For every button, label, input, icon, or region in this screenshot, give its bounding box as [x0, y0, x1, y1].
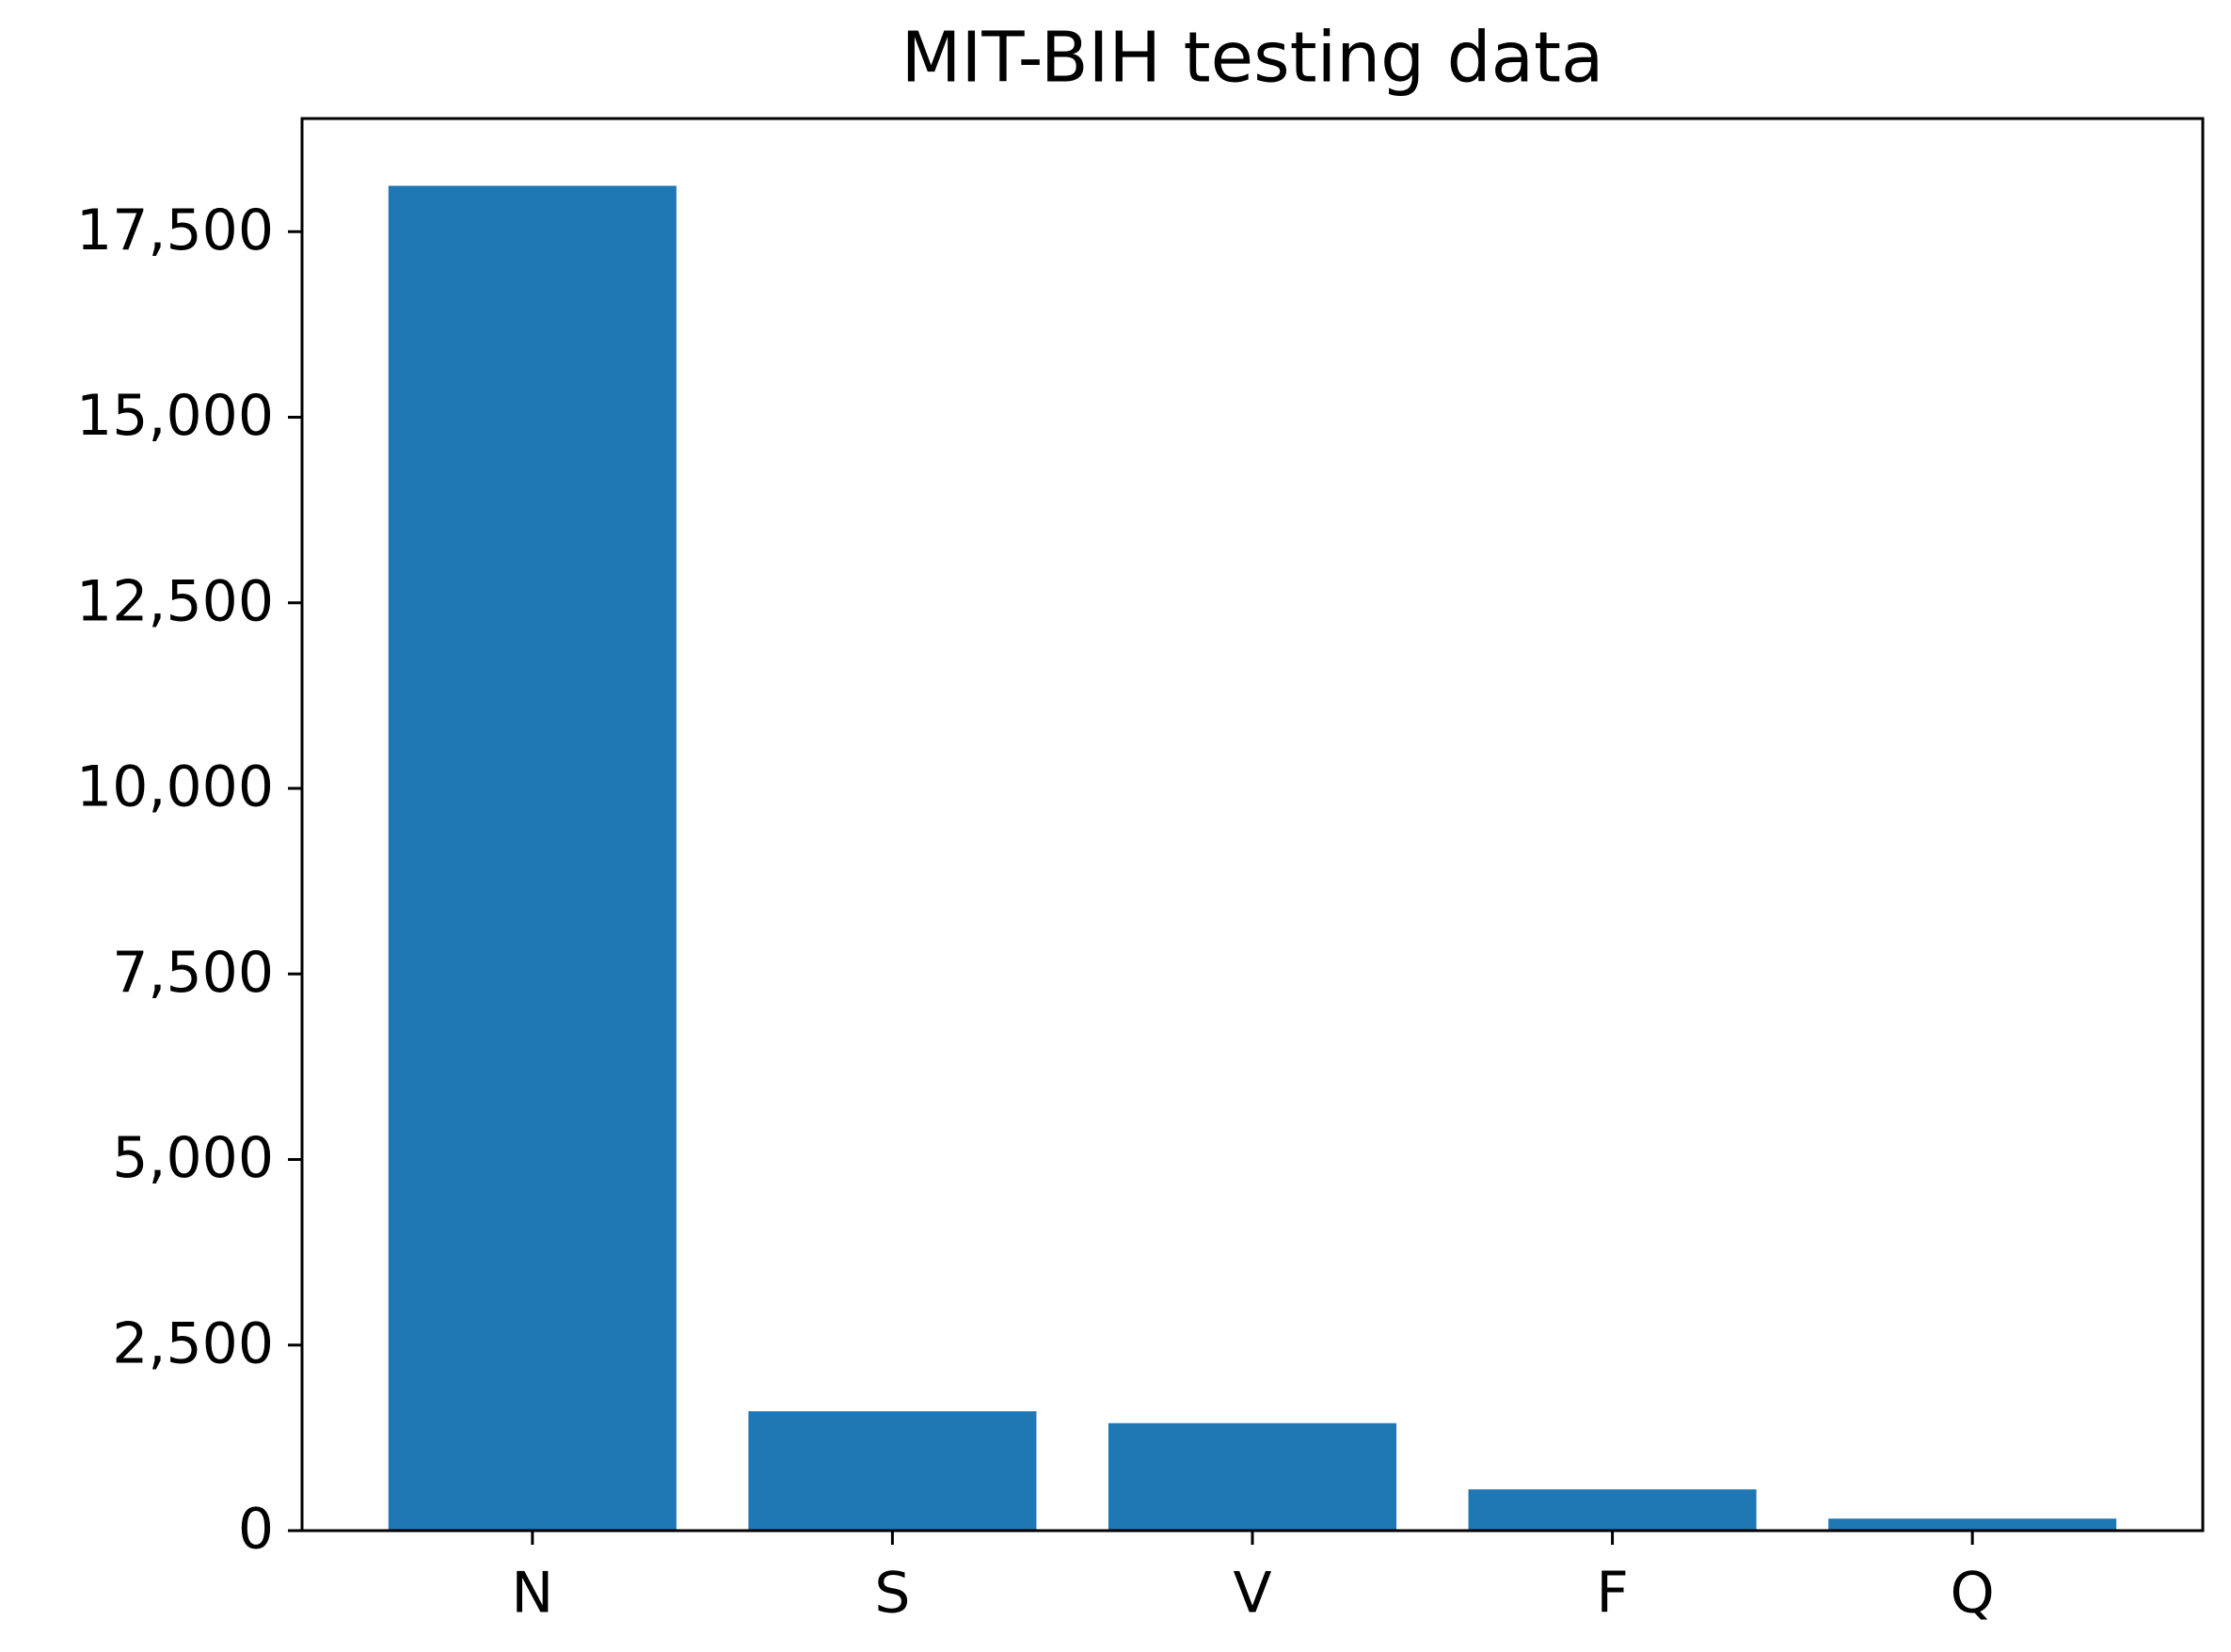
y-tick-label: 17,500 [76, 198, 274, 263]
bar [1108, 1422, 1397, 1531]
chart-title: MIT-BIH testing data [901, 18, 1604, 99]
plot-frame [300, 117, 2205, 1533]
bar [748, 1411, 1037, 1531]
y-tick-label: 12,500 [76, 568, 274, 634]
y-tick-label: 2,500 [112, 1310, 274, 1376]
x-tick-label: Q [1951, 1561, 1995, 1627]
y-tick-label: 5,000 [112, 1125, 274, 1191]
y-tick-label: 10,000 [76, 755, 274, 820]
x-tick-label: F [1596, 1561, 1629, 1627]
x-tick-label: V [1233, 1561, 1271, 1627]
x-tick-label: N [511, 1561, 553, 1627]
y-tick-label: 0 [238, 1497, 274, 1563]
bar [1468, 1489, 1757, 1531]
y-tick-label: 15,000 [76, 383, 274, 449]
bar [1828, 1518, 2117, 1531]
bar [388, 185, 677, 1532]
x-tick-label: S [874, 1561, 910, 1627]
y-tick-label: 7,500 [112, 940, 274, 1006]
